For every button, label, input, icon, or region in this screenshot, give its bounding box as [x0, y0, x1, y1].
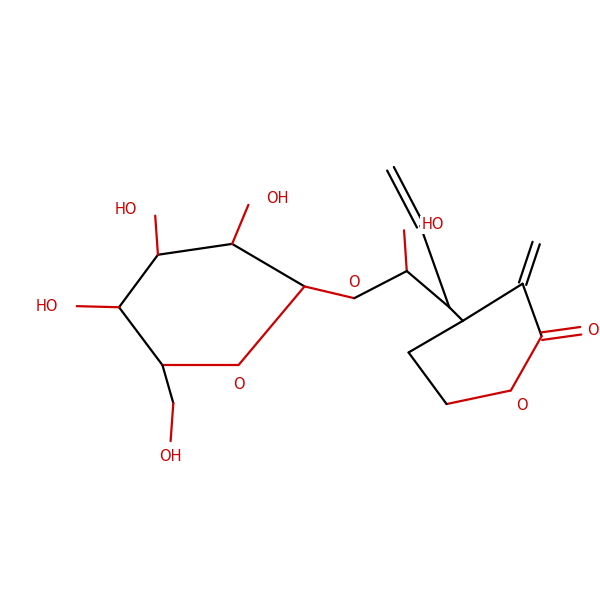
Text: HO: HO	[115, 202, 137, 217]
Text: OH: OH	[160, 449, 182, 464]
Text: HO: HO	[422, 217, 445, 232]
Text: O: O	[349, 275, 360, 290]
Text: O: O	[587, 323, 598, 338]
Text: O: O	[233, 377, 244, 392]
Text: HO: HO	[35, 299, 58, 314]
Text: OH: OH	[266, 191, 289, 206]
Text: O: O	[516, 398, 527, 413]
